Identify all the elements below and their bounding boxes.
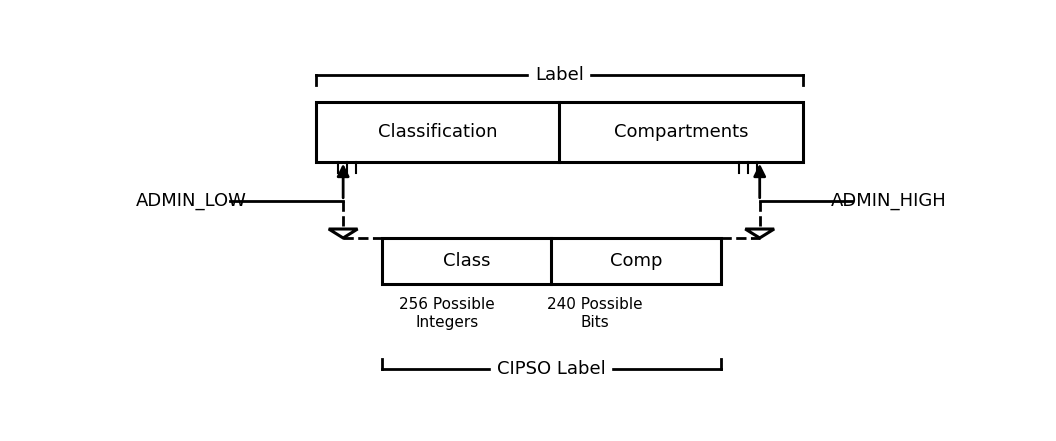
Text: ADMIN_LOW: ADMIN_LOW <box>136 192 247 209</box>
Text: CIPSO Label: CIPSO Label <box>496 360 605 378</box>
Text: Classification: Classification <box>378 123 497 141</box>
Text: Class: Class <box>442 252 490 270</box>
Bar <box>381 238 721 284</box>
Text: Label: Label <box>534 66 584 84</box>
Text: 240 Possible
Bits: 240 Possible Bits <box>547 297 642 330</box>
Text: 256 Possible
Integers: 256 Possible Integers <box>399 297 495 330</box>
Text: ADMIN_HIGH: ADMIN_HIGH <box>831 192 946 209</box>
Text: Comp: Comp <box>610 252 662 270</box>
Bar <box>316 102 803 161</box>
Text: Compartments: Compartments <box>614 123 749 141</box>
